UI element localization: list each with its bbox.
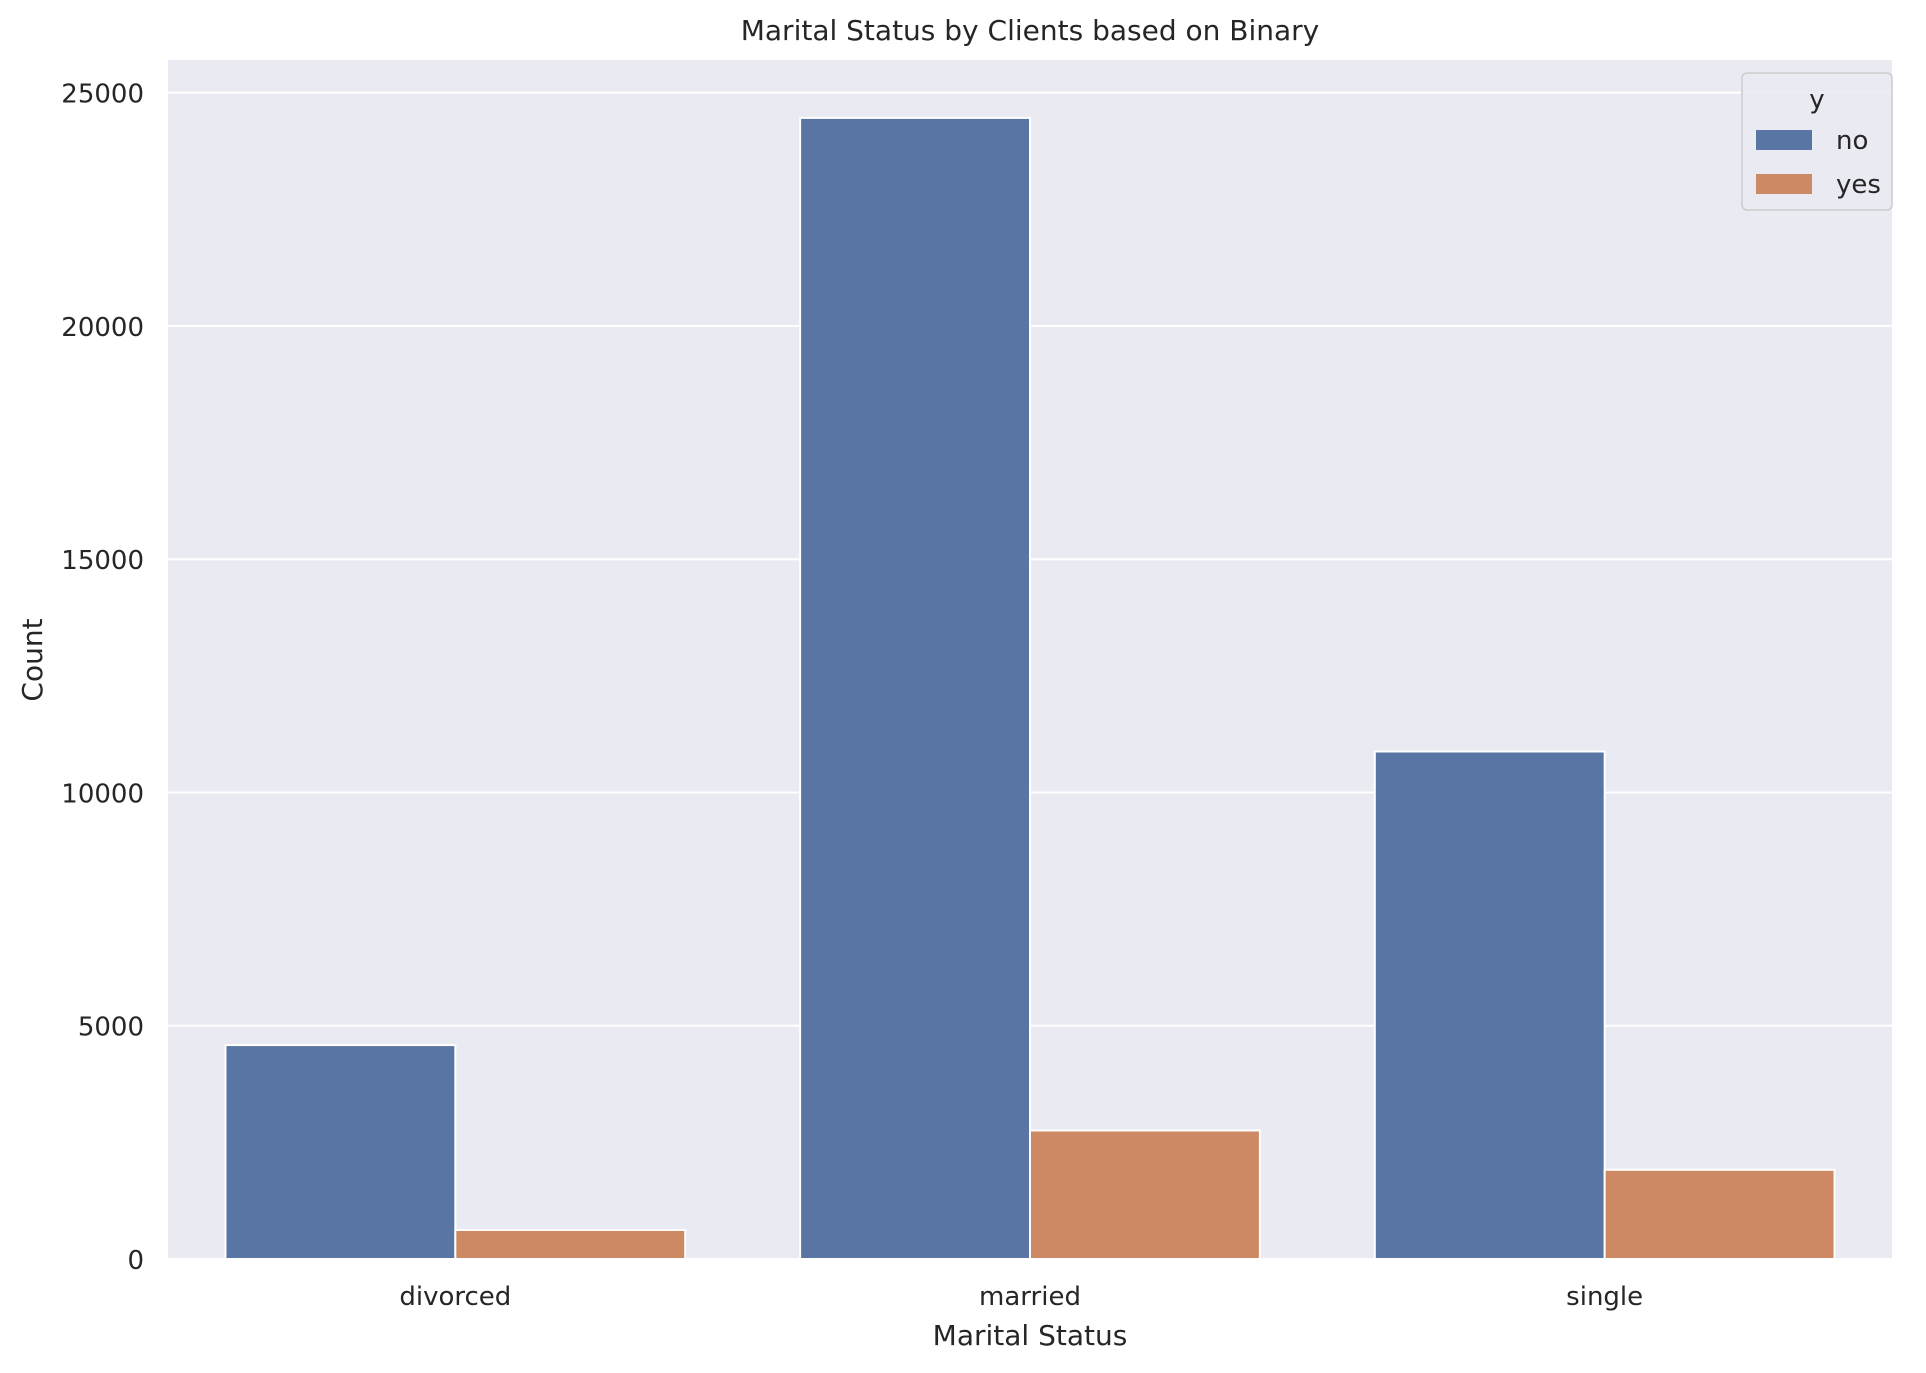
x-tick-labels: divorced married single xyxy=(399,1282,1643,1312)
y-axis-label: Count xyxy=(16,618,49,701)
bar-married-no xyxy=(799,116,1032,1261)
y-tick-label: 5000 xyxy=(78,1013,144,1043)
x-tick-label-married: married xyxy=(979,1282,1081,1312)
x-axis-label: Marital Status xyxy=(933,1319,1128,1352)
y-tick-labels: 0 5000 10000 15000 20000 25000 xyxy=(61,80,144,1276)
y-tick-label: 0 xyxy=(127,1246,144,1276)
y-tick-label: 25000 xyxy=(61,80,144,110)
bar-married-yes xyxy=(1029,1129,1261,1261)
legend-swatch-no xyxy=(1756,130,1812,150)
y-tick-label: 10000 xyxy=(61,779,144,809)
bar-single-yes xyxy=(1603,1168,1836,1260)
legend: y no yes xyxy=(1741,72,1893,211)
legend-label-yes: yes xyxy=(1836,170,1881,200)
bar-single-no xyxy=(1373,750,1606,1260)
bar-divorced-no xyxy=(224,1044,457,1260)
bar-divorced-yes xyxy=(454,1228,687,1261)
chart-title: Marital Status by Clients based on Binar… xyxy=(741,14,1320,47)
legend-swatch-yes xyxy=(1756,174,1812,194)
legend-label-no: no xyxy=(1836,126,1868,156)
bars xyxy=(224,116,1836,1261)
x-tick-label-single: single xyxy=(1566,1282,1643,1312)
legend-title: y xyxy=(1809,85,1824,115)
y-tick-label: 20000 xyxy=(61,313,144,343)
y-tick-label: 15000 xyxy=(61,546,144,576)
x-tick-label-divorced: divorced xyxy=(399,1282,511,1312)
